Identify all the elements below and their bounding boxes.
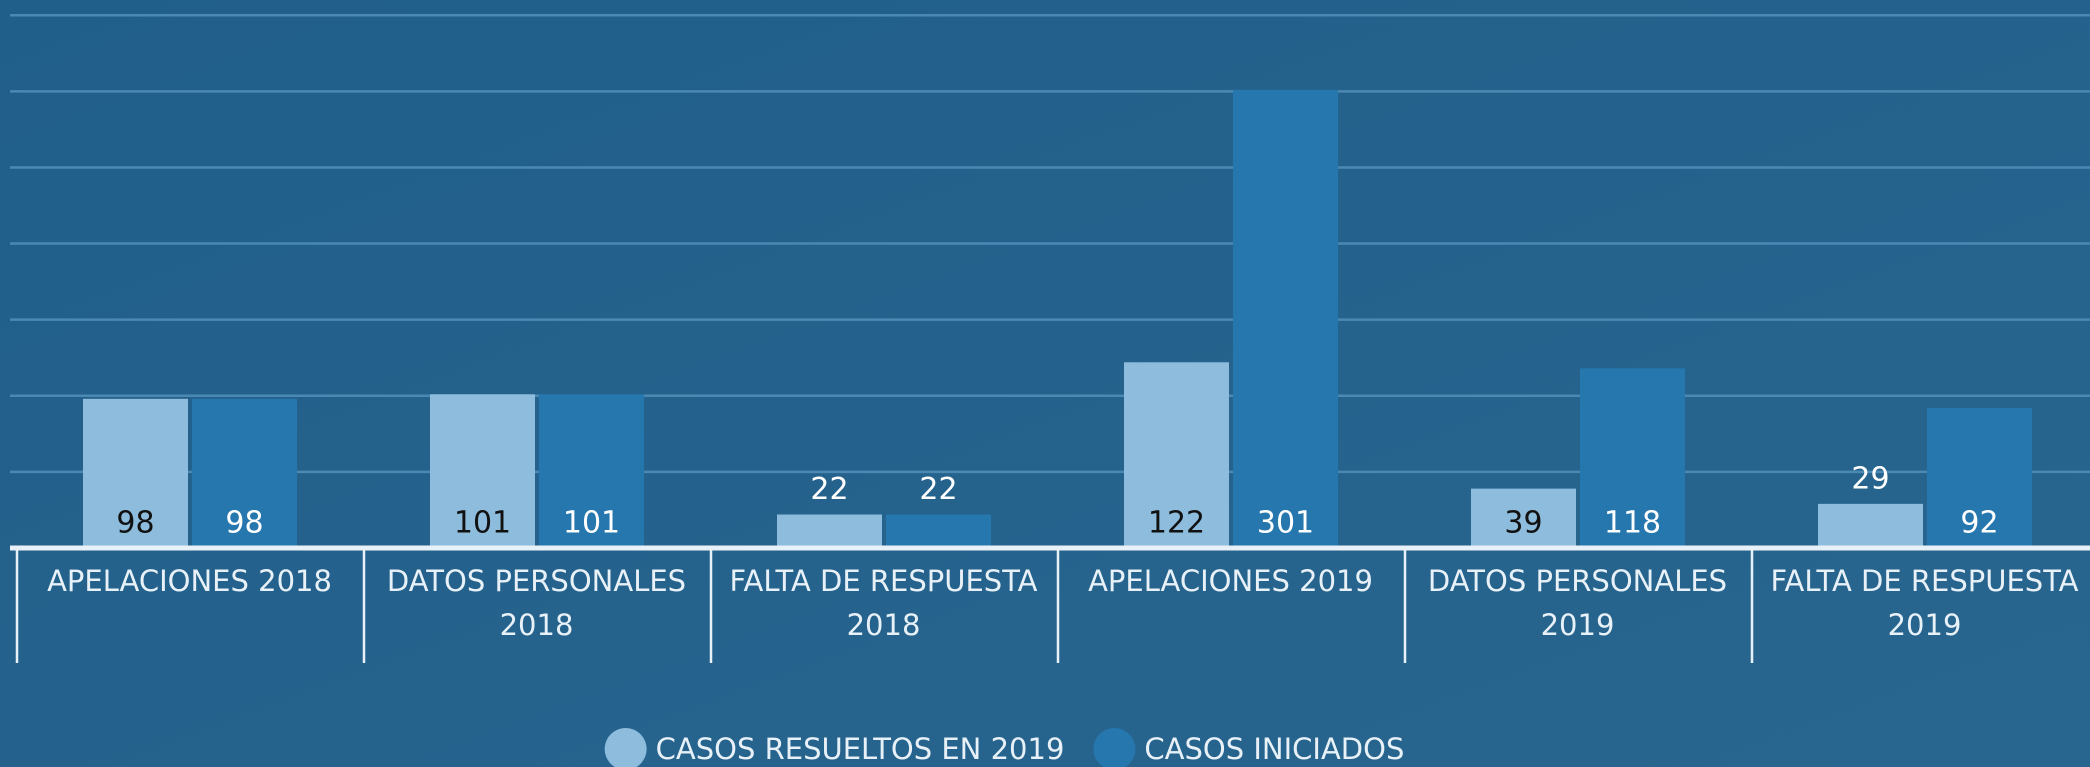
x-tick-label: FALTA DE RESPUESTA 2018: [729, 564, 1037, 642]
x-tick-label: APELACIONES 2019: [1088, 564, 1373, 598]
x-tick-label: FALTA DE RESPUESTA 2019: [1770, 564, 2078, 642]
bar: [886, 514, 991, 548]
data-label: 98: [116, 506, 154, 541]
data-label: 22: [810, 472, 848, 507]
data-label: 301: [1257, 506, 1314, 541]
data-label: 101: [563, 506, 620, 541]
bar: [1818, 503, 1923, 548]
bar: [777, 514, 882, 548]
bar: [192, 398, 297, 548]
data-label: 39: [1504, 506, 1542, 541]
data-label: 29: [1851, 461, 1889, 496]
bar: [83, 398, 188, 548]
data-label: 101: [454, 506, 511, 541]
data-label: 22: [919, 472, 957, 507]
legend-swatch: [1093, 728, 1136, 767]
legend-label: CASOS INICIADOS: [1144, 732, 1404, 766]
x-tick-label: DATOS PERSONALES 2018: [387, 564, 686, 642]
bar: [1124, 362, 1229, 548]
bar: [1233, 89, 1338, 549]
x-tick-label-line: DATOS PERSONALES: [387, 564, 686, 598]
data-label: 118: [1604, 506, 1661, 541]
bar: [1471, 488, 1576, 548]
legend-swatch: [604, 728, 647, 767]
bar: [1927, 407, 2032, 548]
x-tick-label-line: DATOS PERSONALES: [1428, 564, 1727, 598]
bar: [1580, 368, 1685, 548]
x-tick-label-line: 2019: [1888, 608, 1962, 642]
data-label: 122: [1148, 506, 1205, 541]
data-label: 92: [1960, 506, 1998, 541]
legend-label: CASOS RESUELTOS EN 2019: [656, 732, 1065, 766]
legend: CASOS RESUELTOS EN 2019 CASOS INICIADOS: [604, 728, 1404, 767]
x-tick-label-line: 2019: [1541, 608, 1615, 642]
data-label: 98: [225, 506, 263, 541]
x-tick-label-line: FALTA DE RESPUESTA: [1770, 564, 2078, 598]
x-tick-label: APELACIONES 2018: [47, 564, 332, 598]
x-tick-label: DATOS PERSONALES 2019: [1428, 564, 1727, 642]
bar: [430, 394, 535, 548]
x-tick-label-line: 2018: [500, 608, 574, 642]
x-tick-label-line: FALTA DE RESPUESTA: [729, 564, 1037, 598]
x-tick-label-line: 2018: [847, 608, 921, 642]
bar: [539, 394, 644, 548]
